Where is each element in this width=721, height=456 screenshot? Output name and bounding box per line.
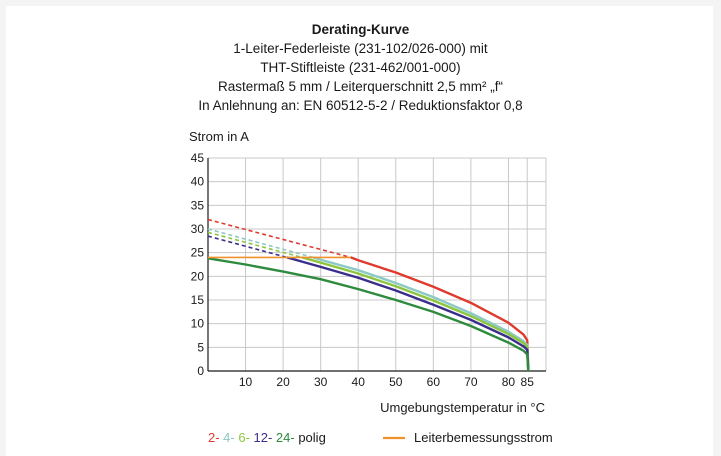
- chart-subtitle-line-2: THT-Stiftleiste (231-462/001-000): [260, 60, 461, 75]
- x-axis-label: Umgebungstemperatur in °C: [380, 400, 545, 415]
- legend-item-24: 24-: [276, 430, 298, 445]
- x-tick-label: 10: [239, 375, 253, 389]
- chart-subtitle-line-3: Rastermaß 5 mm / Leiterquerschnitt 2,5 m…: [217, 79, 504, 94]
- y-tick-label: 45: [191, 151, 205, 165]
- y-tick-label: 40: [191, 175, 205, 189]
- legend-item-6: 6-: [238, 430, 253, 445]
- chart-card: [6, 6, 713, 456]
- y-tick-label: 0: [197, 364, 204, 378]
- series-12-dashed: [207, 235, 288, 259]
- y-tick-label: 30: [191, 222, 205, 236]
- series-4-line: [312, 256, 530, 372]
- x-tick-label: 85: [521, 375, 535, 389]
- y-tick-label: 15: [191, 293, 205, 307]
- y-tick-label: 10: [191, 317, 205, 331]
- series-2-dashed: [207, 218, 351, 259]
- x-tick-label: 80: [502, 375, 516, 389]
- legend-rated-current-label: Leiterbemessungsstrom: [414, 430, 553, 445]
- chart-title-block: Derating-Kurve 1-Leiter-Federleiste (231…: [0, 20, 721, 115]
- x-tick-label: 40: [352, 375, 366, 389]
- chart-subtitle-line-1: 1-Leiter-Federleiste (231-102/026-000) m…: [233, 41, 488, 56]
- series-6-dashed: [207, 231, 303, 259]
- chart-axes: 0 5 10 15 20 25 30 35 40 45 10 20 30 40 50 60 70 80 85: [191, 151, 546, 389]
- chart-legend: 2- 4- 6- 12- 24- polig Leiterbemessungsst…: [208, 430, 553, 445]
- chart-title: Derating-Kurve: [311, 22, 410, 37]
- series-24-line: [207, 257, 530, 372]
- legend-poles-suffix: polig: [298, 430, 325, 445]
- y-tick-label: 35: [191, 198, 205, 212]
- chart-grid: [208, 157, 547, 372]
- legend-item-12: 12-: [254, 430, 276, 445]
- series-12-line: [286, 256, 530, 372]
- chart-subtitle-line-4: In Anlehnung an: EN 60512-5-2 / Reduktio…: [198, 98, 523, 113]
- x-tick-label: 50: [389, 375, 403, 389]
- series-6-line: [301, 256, 530, 372]
- y-tick-label: 5: [197, 340, 204, 354]
- chart-series: [207, 218, 530, 372]
- series-2-line: [350, 256, 530, 372]
- legend-poles: 2- 4- 6- 12- 24- polig: [208, 430, 326, 445]
- y-axis-label: Strom in A: [189, 129, 249, 144]
- y-tick-label: 20: [191, 269, 205, 283]
- x-tick-label: 60: [427, 375, 441, 389]
- legend-item-4: 4-: [223, 430, 238, 445]
- x-tick-label: 20: [276, 375, 290, 389]
- legend-item-2: 2-: [208, 430, 223, 445]
- y-tick-label: 25: [191, 246, 205, 260]
- x-tick-label: 30: [314, 375, 328, 389]
- x-tick-label: 70: [464, 375, 478, 389]
